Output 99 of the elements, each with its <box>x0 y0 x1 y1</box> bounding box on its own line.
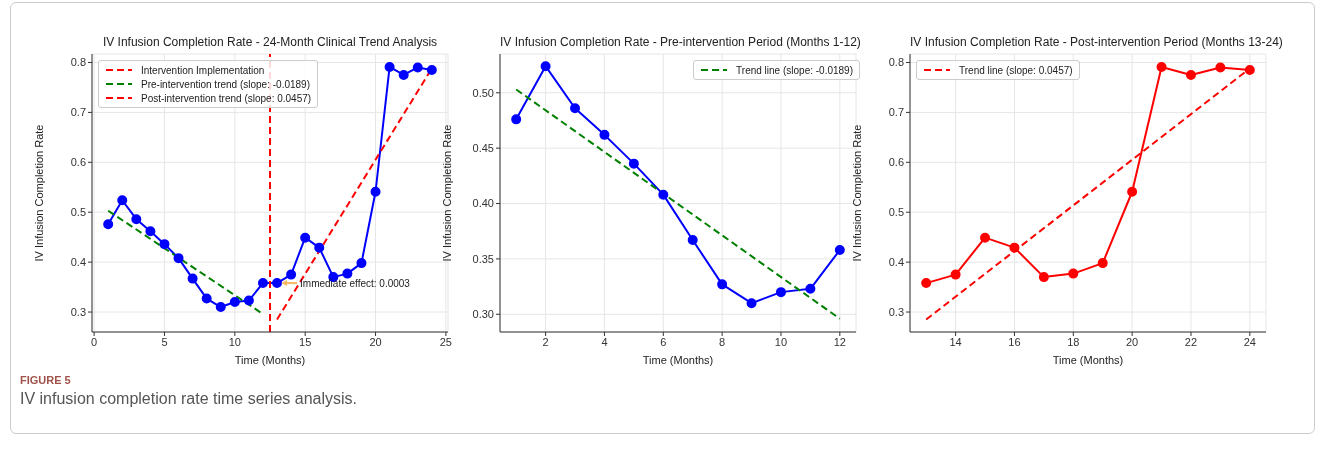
point <box>834 245 845 256</box>
y-tick-label: 0.7 <box>70 106 86 119</box>
ref-line-label: Intervention Implementation <box>140 63 266 77</box>
point <box>628 158 639 169</box>
point <box>314 242 325 253</box>
point <box>370 186 381 197</box>
legend-label: Pre-intervention trend (slope: -0.0189) <box>140 77 311 91</box>
y-tick-label: 0.40 <box>472 197 494 210</box>
x-tick-label: 10 <box>774 335 788 348</box>
y-axis-title: IV Infusion Completion Rate <box>850 124 863 262</box>
point <box>257 278 268 289</box>
point <box>426 64 437 75</box>
y-tick-label: 0.6 <box>70 156 86 169</box>
point <box>921 278 932 289</box>
point <box>570 103 581 114</box>
y-tick-label: 0.8 <box>888 56 904 69</box>
x-tick-label: 24 <box>1243 335 1256 348</box>
point <box>117 195 128 206</box>
annotation: Immediate effect: 0.0003 <box>300 278 411 290</box>
point <box>131 214 142 225</box>
y-tick-label: 0.8 <box>70 56 86 69</box>
point <box>687 235 698 246</box>
legend-label: Post-intervention trend (slope: 0.0457) <box>140 91 312 105</box>
point <box>658 189 669 200</box>
caption: FIGURE 5 <box>20 374 72 386</box>
point <box>1185 69 1196 80</box>
point <box>1127 186 1138 197</box>
y-tick-label: 0.45 <box>472 142 494 155</box>
y-tick-label: 0.3 <box>888 305 904 318</box>
point <box>746 298 757 309</box>
point <box>187 273 198 284</box>
point <box>201 293 212 304</box>
chart-title: IV Infusion Completion Rate - Post-intervention Period (Months 13-24) <box>910 34 1283 51</box>
x-tick-label: 4 <box>601 335 608 348</box>
text: IV infusion completion rate time series analysis. <box>20 390 358 408</box>
x-axis-title: Time (Months) <box>642 354 714 366</box>
y-tick-label: 0.30 <box>472 308 494 321</box>
point <box>398 69 409 80</box>
chart-title: IV Infusion Completion Rate - 24-Month Clinical Trend Analysis <box>101 34 439 51</box>
point <box>286 269 297 280</box>
y-tick-label: 0.35 <box>472 252 494 265</box>
point <box>599 129 610 140</box>
y-tick-label: 0.4 <box>888 256 904 269</box>
point <box>805 283 816 294</box>
point <box>950 269 961 280</box>
point <box>215 302 226 313</box>
point <box>511 114 522 125</box>
y-tick-label: 0.6 <box>888 156 904 169</box>
x-tick-label: 0 <box>91 335 98 348</box>
y-axis-title: IV Infusion Completion Rate <box>440 124 453 262</box>
x-tick-label: 22 <box>1184 335 1198 348</box>
x-tick-label: 5 <box>161 335 168 348</box>
x-tick-label: 2 <box>542 335 549 348</box>
point <box>173 253 184 264</box>
y-tick-label: 0.3 <box>70 305 86 318</box>
point <box>540 61 551 72</box>
point <box>384 61 395 72</box>
point <box>1068 268 1079 279</box>
point <box>342 268 353 279</box>
point <box>1156 61 1167 72</box>
point <box>300 232 311 243</box>
legend-label: Trend line (slope: -0.0189) <box>735 63 853 77</box>
x-tick-label: 12 <box>833 335 846 348</box>
point <box>1097 258 1108 269</box>
point <box>717 279 728 290</box>
y-tick-label: 0.5 <box>70 206 86 219</box>
x-tick-label: 10 <box>228 335 241 348</box>
point <box>103 219 114 230</box>
chart-title: IV Infusion Completion Rate - Pre-intervention Period (Months 1-12) <box>500 34 861 51</box>
y-tick-label: 0.7 <box>888 106 904 119</box>
x-tick-label: 16 <box>1008 335 1021 348</box>
x-tick-label: 18 <box>1067 335 1080 348</box>
y-axis-title: IV Infusion Completion Rate <box>32 124 45 262</box>
x-tick-label: 8 <box>719 335 726 348</box>
point <box>159 239 170 250</box>
x-axis-title: Time (Months) <box>234 354 306 366</box>
x-tick-label: 25 <box>439 335 453 348</box>
point <box>1009 242 1020 253</box>
x-tick-label: 20 <box>369 335 382 348</box>
legend-label: Trend line (slope: 0.0457) <box>958 63 1073 77</box>
y-tick-label: 0.4 <box>70 256 86 269</box>
point <box>980 232 991 243</box>
x-tick-label: 15 <box>299 335 312 348</box>
point <box>229 297 240 308</box>
x-axis-title: Time (Months) <box>1052 354 1124 366</box>
point <box>272 278 283 289</box>
point <box>243 295 254 306</box>
x-tick-label: 6 <box>660 335 667 348</box>
x-tick-label: 14 <box>949 335 962 348</box>
point <box>145 226 156 237</box>
point <box>775 287 786 298</box>
point <box>412 62 423 73</box>
point <box>1244 64 1255 75</box>
point <box>1215 62 1226 73</box>
point <box>356 258 367 269</box>
y-tick-label: 0.50 <box>472 86 494 99</box>
point <box>1038 272 1049 283</box>
x-tick-label: 20 <box>1126 335 1139 348</box>
y-tick-label: 0.5 <box>888 206 904 219</box>
